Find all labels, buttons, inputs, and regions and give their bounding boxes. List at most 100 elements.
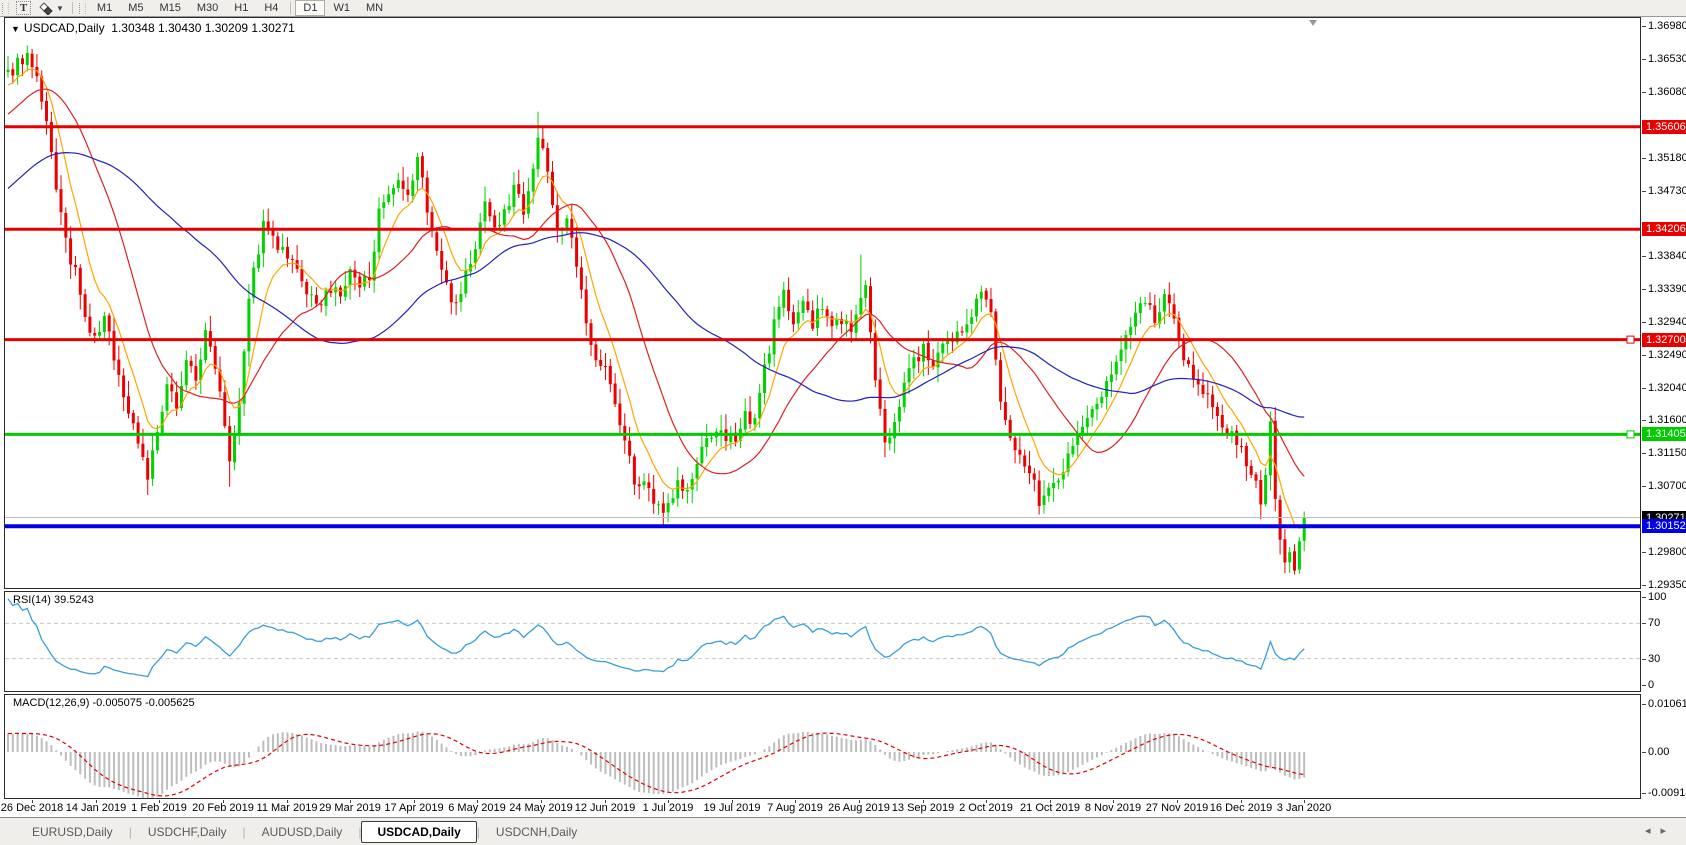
toolbar-separator xyxy=(290,2,292,14)
macd-histogram xyxy=(7,731,1306,798)
time-axis[interactable]: 26 Dec 2018 14 Jan 2019 1 Feb 2019 20 Feb 2… xyxy=(1,800,1642,816)
rsi-pane[interactable]: RSI(14) 39.5243 xyxy=(4,591,1641,692)
ma-fast-line[interactable] xyxy=(7,68,1305,530)
main-chart-pane[interactable]: ▼ USDCAD,Daily 1.30348 1.30430 1.30209 1.… xyxy=(4,17,1641,589)
rsi-line xyxy=(7,598,1305,678)
timeframe-button-h1[interactable]: H1 xyxy=(234,2,249,14)
price-tick-label: 1.29800 xyxy=(1642,546,1686,558)
hline-price-tag-1.32700: 1.32700 xyxy=(1642,333,1686,347)
time-tick xyxy=(1304,800,1305,803)
chart-title-row: ▼ USDCAD,Daily 1.30348 1.30430 1.30209 1.… xyxy=(11,21,295,35)
time-tick xyxy=(1177,800,1178,803)
date-label: 1 Feb 2019 xyxy=(131,802,187,814)
chart-symbol-title: USDCAD,Daily xyxy=(23,21,105,35)
rsi-tick-label: 30 xyxy=(1641,653,1661,665)
time-tick xyxy=(287,800,288,803)
collapse-triangle-icon[interactable]: ▼ xyxy=(11,24,20,34)
chart-tab-usdcnh[interactable]: USDCNH,Daily xyxy=(495,824,578,839)
toolbar-separator xyxy=(71,2,73,14)
timeframe-button-m1[interactable]: M1 xyxy=(96,2,113,14)
rsi-value: 39.5243 xyxy=(53,594,94,606)
price-tick-label: 1.34730 xyxy=(1642,185,1686,197)
rsi-plot[interactable] xyxy=(5,592,1640,691)
text-tool-icon: T xyxy=(16,1,31,15)
tab-scroll-right-icon[interactable]: ▸ xyxy=(1660,825,1676,837)
timeframe-button-w1[interactable]: W1 xyxy=(333,2,350,14)
chart-tab-eurusd[interactable]: EURUSD,Daily xyxy=(32,824,113,839)
price-tick-label: 1.36980 xyxy=(1642,20,1686,32)
chart-tab-usdchf[interactable]: USDCHF,Daily xyxy=(147,824,227,839)
timeframe-button-m5[interactable]: M5 xyxy=(128,2,144,14)
date-label: 12 Jun 2019 xyxy=(574,802,636,814)
time-tick xyxy=(414,800,415,803)
price-tick-label: 1.33840 xyxy=(1642,250,1686,262)
macd-tick-label: 0.010615 xyxy=(1642,697,1686,711)
date-label: 2 Oct 2019 xyxy=(959,802,1013,814)
toolbar-grip[interactable] xyxy=(2,2,9,14)
date-label: 11 Mar 2019 xyxy=(256,802,318,814)
date-label: 6 May 2019 xyxy=(448,802,506,814)
tab-scroll-arrows: ◂▸ xyxy=(1645,824,1676,837)
macd-values: -0.005075 -0.005625 xyxy=(92,697,195,709)
macd-signal-line xyxy=(8,732,1305,797)
time-tick xyxy=(605,800,606,803)
timeframe-button-m15[interactable]: M15 xyxy=(159,2,181,14)
arrows-tool-button[interactable]: ▼ xyxy=(35,1,68,16)
ma-mid-line[interactable] xyxy=(7,88,1305,477)
date-label: 13 Sep 2019 xyxy=(891,802,955,814)
tab-scroll-left-icon[interactable]: ◂ xyxy=(1644,825,1661,837)
timeframe-toolbar-grip[interactable] xyxy=(78,2,86,14)
timeframe-button-d1[interactable]: D1 xyxy=(295,0,326,16)
ma-slow-line[interactable] xyxy=(7,151,1305,418)
date-label: 26 Aug 2019 xyxy=(828,802,890,814)
timeframe-button-m30[interactable]: M30 xyxy=(196,2,219,14)
time-tick xyxy=(159,800,160,803)
price-tick-label: 1.32940 xyxy=(1642,316,1686,328)
time-tick xyxy=(541,800,542,803)
chart-tab-usdcad[interactable]: USDCAD,Daily xyxy=(361,820,477,843)
date-label: 19 Jul 2019 xyxy=(703,802,761,814)
rsi-label: RSI(14) xyxy=(13,594,51,606)
price-tick-label: 1.36080 xyxy=(1642,86,1686,98)
tab-separator: | xyxy=(128,824,132,839)
hline-price-tag-1.31405: 1.31405 xyxy=(1642,427,1686,441)
time-tick xyxy=(96,800,97,803)
macd-pane[interactable]: MACD(12,26,9) -0.005075 -0.005625 xyxy=(4,694,1641,799)
chart-shift-marker-icon[interactable] xyxy=(1309,20,1317,26)
date-label: 8 Nov 2019 xyxy=(1084,802,1142,814)
time-tick xyxy=(477,800,478,803)
date-label: 24 May 2019 xyxy=(509,802,573,814)
timeframe-button-mn[interactable]: MN xyxy=(365,2,384,14)
price-tick-label: 1.30700 xyxy=(1642,480,1686,492)
date-label: 14 Jan 2019 xyxy=(65,802,127,814)
price-tick-label: 1.32040 xyxy=(1642,382,1686,394)
tab-separator: | xyxy=(358,824,362,839)
text-tool-button[interactable]: T xyxy=(12,1,35,16)
candlestick-chart[interactable] xyxy=(5,18,1640,588)
hline-handle-1.32700[interactable] xyxy=(1626,335,1635,344)
time-tick xyxy=(32,800,33,803)
hline-price-tag-1.35606: 1.35606 xyxy=(1642,120,1686,134)
arrows-icon xyxy=(39,1,53,15)
dropdown-caret-icon[interactable]: ▼ xyxy=(56,3,64,13)
date-label: 3 Jan 2020 xyxy=(1276,802,1332,814)
tab-separator: | xyxy=(242,824,246,839)
rsi-tick-label: 70 xyxy=(1641,617,1661,629)
price-tick-label: 1.33390 xyxy=(1642,283,1686,295)
price-tick-label: 1.32490 xyxy=(1642,349,1686,361)
date-label: 7 Aug 2019 xyxy=(767,802,823,814)
rsi-label-row: RSI(14) 39.5243 xyxy=(13,594,94,606)
time-tick xyxy=(223,800,224,803)
timeframe-toolbar: M1 M5 M15 M30 H1 H4 D1 W1 MN xyxy=(89,0,391,16)
timeframe-button-h4[interactable]: H4 xyxy=(264,2,279,14)
time-tick xyxy=(668,800,669,803)
macd-tick-label: 0.00 xyxy=(1641,746,1670,758)
chart-tabs-bar: EURUSD,Daily | USDCHF,Daily | AUDUSD,Daily | U… xyxy=(0,817,1686,845)
macd-plot[interactable] xyxy=(5,695,1640,798)
price-axis[interactable]: 1.36980 1.36530 1.36080 1.35180 1.34730 1.338… xyxy=(1641,17,1686,800)
chart-tab-audusd[interactable]: AUDUSD,Daily xyxy=(261,824,343,839)
hline-handle-1.31405[interactable] xyxy=(1626,430,1635,439)
time-tick xyxy=(1050,800,1051,803)
date-label: 29 Mar 2019 xyxy=(319,802,381,814)
rsi-tick-label: 0 xyxy=(1641,679,1655,691)
